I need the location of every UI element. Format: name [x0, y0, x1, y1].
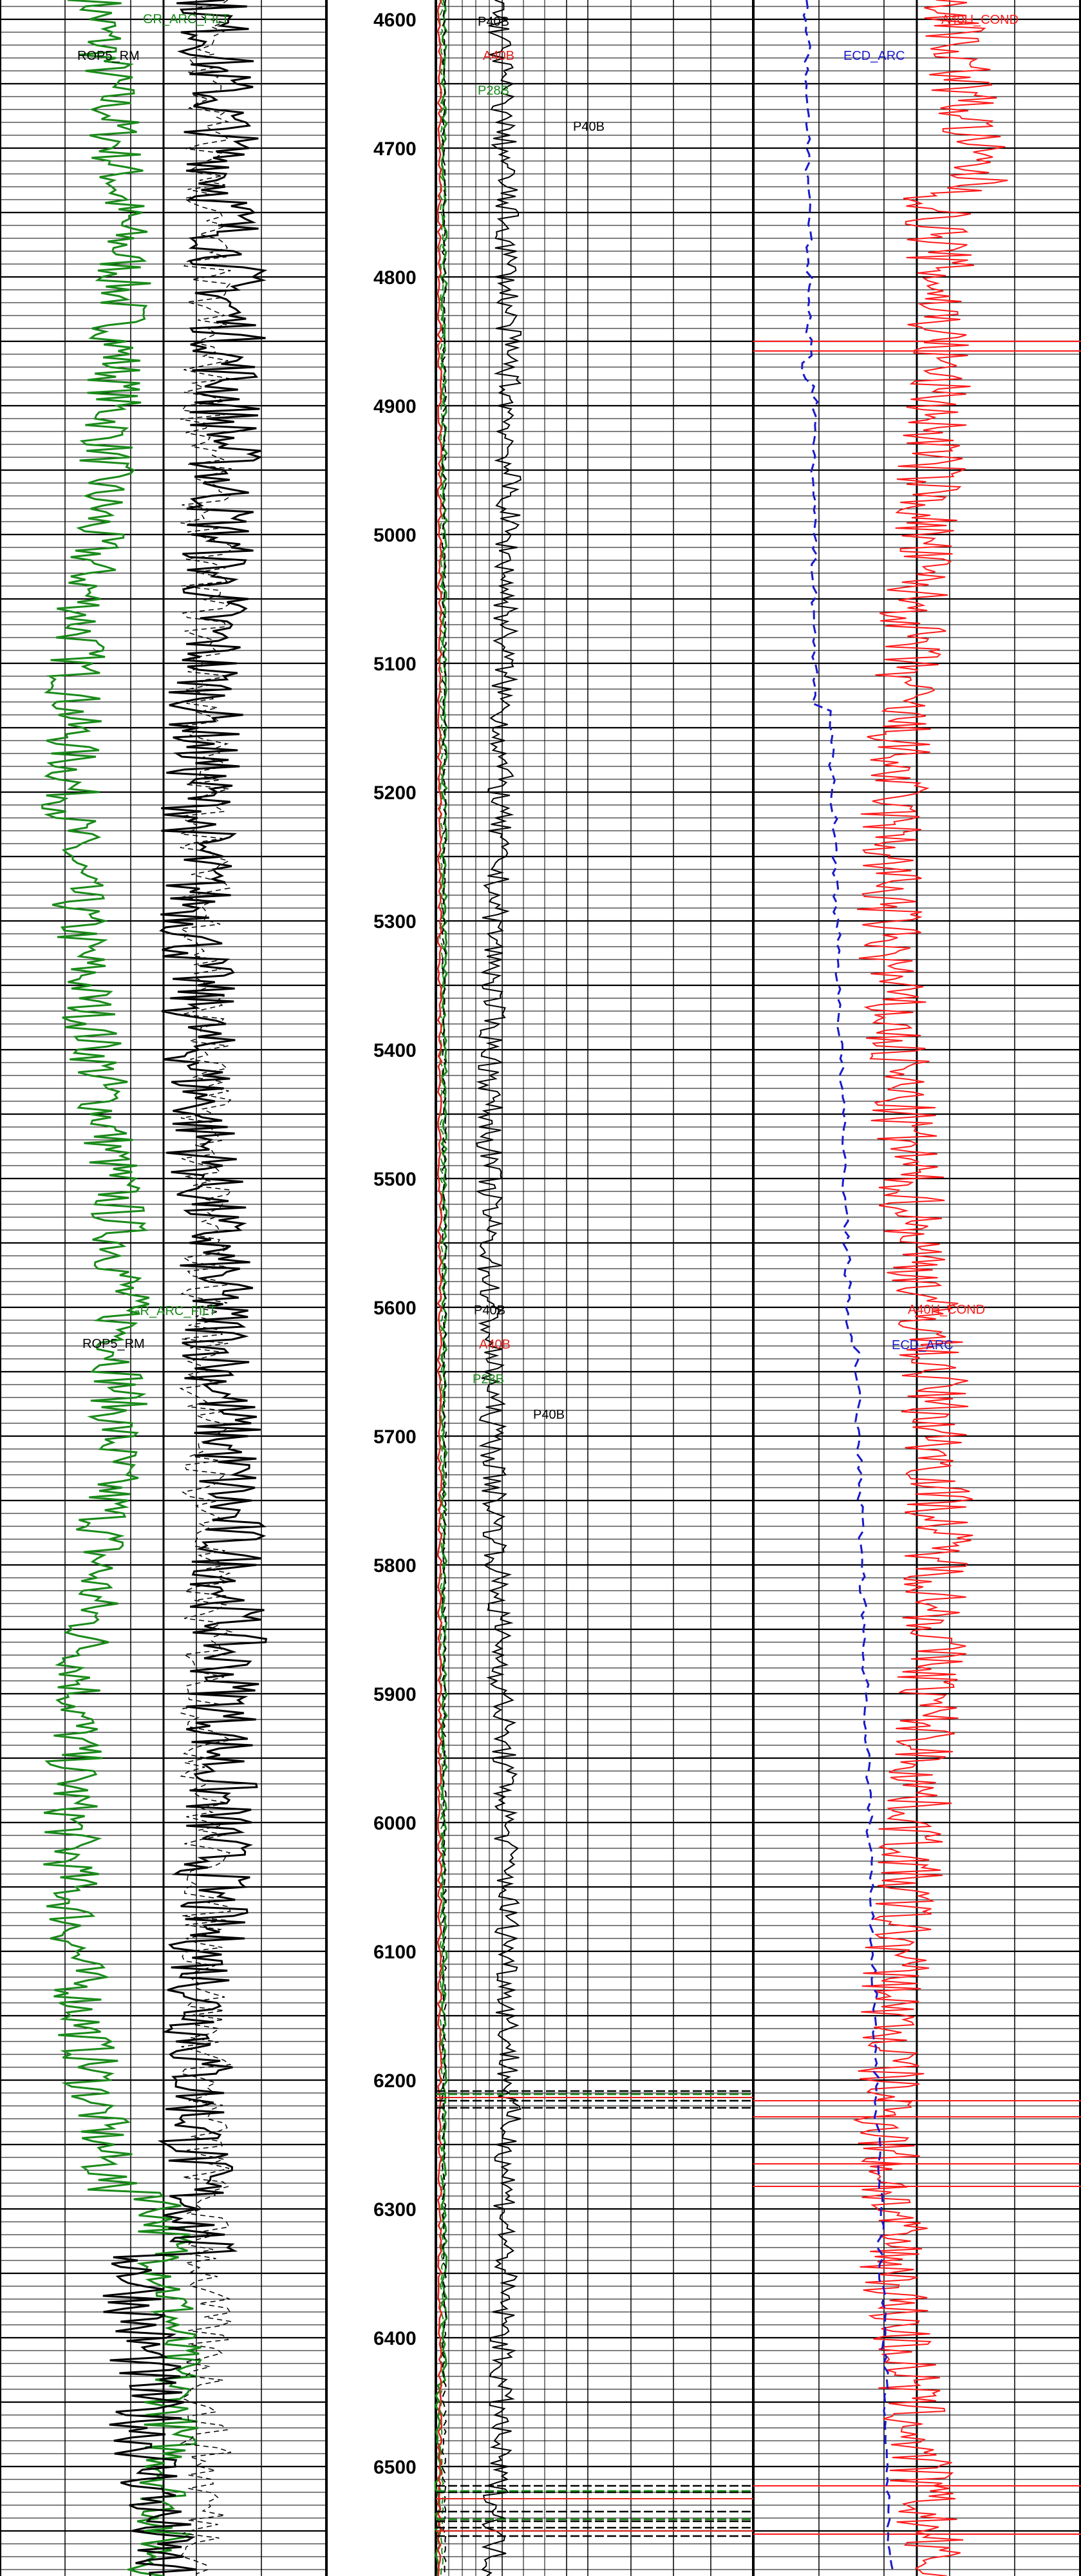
- depth-tick-label: 4600: [373, 10, 417, 31]
- gr-curve: [41, 0, 203, 2576]
- p28b-curve: [434, 0, 448, 2576]
- depth-tick-label: 6200: [373, 2070, 417, 2092]
- depth-tick-label: 5300: [373, 911, 417, 933]
- depth-tick-label: 4900: [373, 396, 417, 417]
- depth-tick-label: 6300: [373, 2199, 417, 2221]
- depth-tick-label: 6500: [373, 2457, 417, 2478]
- a40b-curve: [437, 0, 443, 2576]
- label-gr-repeat: GR_ARC_FILT: [130, 1304, 216, 1318]
- depth-tick-label: 5400: [373, 1040, 417, 1061]
- depth-axis: 4600 4700 4800 4900 5000 5100 5200 5300 5400 5500…: [373, 10, 417, 2478]
- depth-tick-label: 4700: [373, 138, 417, 160]
- depth-tick-label: 4800: [373, 267, 417, 289]
- p40b-curve: [475, 0, 523, 2576]
- depth-tick-label: 6100: [373, 1942, 417, 1963]
- depth-tick-label: 5900: [373, 1684, 417, 1705]
- label-gr-top: GR_ARC_FILT: [143, 12, 229, 26]
- depth-tick-label: 5000: [373, 525, 417, 546]
- rop-curve: [102, 0, 268, 2576]
- label-rop-repeat: ROP5_RM: [82, 1337, 145, 1351]
- label-p28b-top: P28B: [478, 84, 509, 98]
- label-cond-top: A40H_COND: [941, 13, 1019, 27]
- label-p40b-top-1: P40B: [478, 15, 509, 29]
- label-ecd-repeat: ECD_ARC: [892, 1338, 954, 1352]
- label-cond-repeat: A40H_COND: [908, 1303, 985, 1317]
- curve-labels: GR_ARC_FILT ROP5_RM P40B A40B P28B P40B …: [77, 12, 1019, 1422]
- label-p40b-top-2: P40B: [573, 120, 605, 134]
- label-a40b-top: A40B: [483, 49, 514, 63]
- depth-tick-label: 5600: [373, 1298, 417, 1319]
- label-ecd-top: ECD_ARC: [843, 49, 905, 63]
- label-p40b-repeat-2: P40B: [533, 1408, 565, 1422]
- label-p28b-repeat: P28B: [473, 1372, 504, 1387]
- depth-tick-label: 6400: [373, 2328, 417, 2349]
- depth-tick-label: 5800: [373, 1555, 417, 1577]
- curve-layer: [41, 0, 1081, 2576]
- label-p40b-repeat-1: P40B: [474, 1303, 505, 1318]
- depth-tick-label: 5700: [373, 1426, 417, 1448]
- label-rop-top: ROP5_RM: [77, 49, 140, 63]
- depth-tick-label: 5100: [373, 654, 417, 675]
- depth-tick-label: 5500: [373, 1169, 417, 1190]
- label-a40b-repeat: A40B: [479, 1338, 511, 1352]
- rop-curve-dashed: [179, 0, 233, 2575]
- ecd-curve: [801, 0, 895, 2574]
- depth-tick-label: 6000: [373, 1813, 417, 1834]
- cond-curve: [852, 0, 1008, 2576]
- p40b-curve-dashed: [441, 0, 447, 2576]
- depth-tick-label: 5200: [373, 782, 417, 804]
